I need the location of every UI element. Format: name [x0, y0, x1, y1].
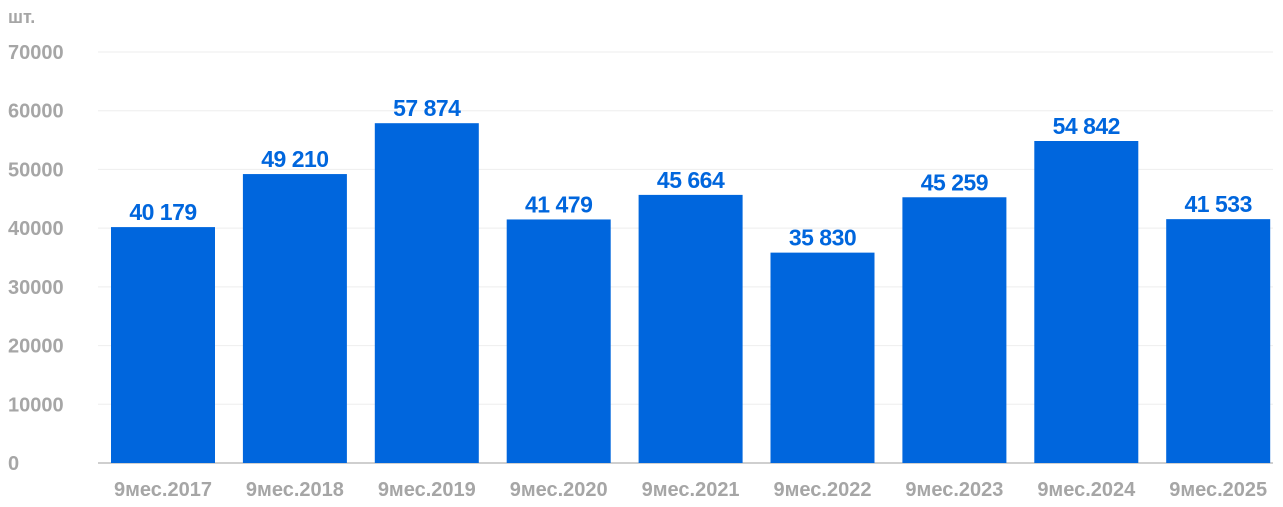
y-tick-label: 20000 [8, 336, 64, 358]
bars [111, 123, 1271, 463]
bar [902, 197, 1007, 463]
data-label: 49 210 [261, 146, 328, 172]
data-label: 40 179 [129, 199, 196, 225]
x-tick-label: 9мес.2020 [510, 479, 608, 501]
x-tick-label: 9мес.2017 [114, 479, 212, 501]
data-labels: 40 179 49 210 57 874 41 479 45 664 35 830 45 2… [129, 95, 1252, 250]
y-tick-label: 40000 [8, 218, 64, 240]
y-tick-label: 70000 [8, 42, 64, 64]
x-tick-label: 9мес.2025 [1169, 479, 1267, 501]
data-label: 35 830 [789, 225, 856, 251]
bar [638, 194, 743, 463]
x-tick-label: 9мес.2018 [246, 479, 344, 501]
x-tick-label: 9мес.2021 [642, 479, 740, 501]
y-tick-label: 30000 [8, 277, 64, 299]
data-label: 45 259 [921, 169, 988, 195]
bar [111, 227, 215, 463]
x-tick-label: 9мес.2019 [378, 479, 476, 501]
data-label: 57 874 [393, 95, 461, 121]
y-unit-label: шт. [8, 7, 35, 27]
data-label: 41 533 [1185, 191, 1252, 217]
x-tick-label: 9мес.2023 [905, 479, 1003, 501]
x-tick-label: 9мес.2024 [1037, 479, 1136, 501]
bar [1166, 219, 1271, 463]
bar [1034, 140, 1139, 463]
y-tick-label: 60000 [8, 101, 64, 123]
y-tick-label: 10000 [8, 394, 64, 416]
data-label: 54 842 [1053, 113, 1120, 139]
y-tick-label: 0 [8, 453, 19, 475]
bar [770, 252, 875, 463]
bar [374, 123, 479, 463]
bar [242, 174, 347, 463]
x-axis-ticks: 9мес.2017 9мес.2018 9мес.2019 9мес.2020 9мес… [114, 479, 1267, 501]
data-label: 45 664 [657, 167, 725, 193]
y-tick-label: 50000 [8, 159, 64, 181]
y-axis-ticks: 0 10000 20000 30000 40000 50000 60000 70000 [8, 42, 64, 475]
x-tick-label: 9мес.2022 [774, 479, 872, 501]
bar [506, 219, 611, 463]
data-label: 41 479 [525, 191, 592, 217]
